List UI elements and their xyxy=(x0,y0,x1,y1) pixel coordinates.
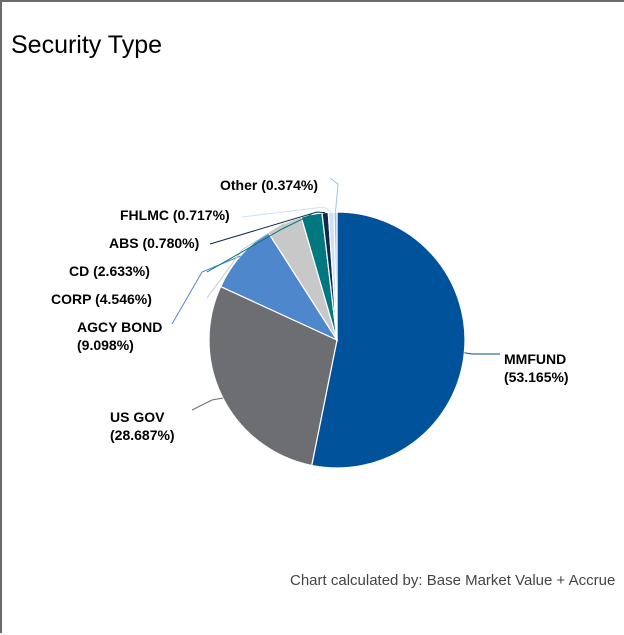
leader-line-corp xyxy=(206,222,285,299)
chart-title: Security Type xyxy=(11,31,163,59)
slice-label-cd: CD (2.633%) xyxy=(69,263,150,279)
slice-label-agcy-bond: AGCY BOND xyxy=(77,319,162,335)
pie-slice-mmfund xyxy=(311,211,466,469)
slice-label-abs: ABS (0.780%) xyxy=(109,235,199,251)
leader-line-abs xyxy=(209,211,326,245)
leader-line-cd xyxy=(206,214,312,273)
slice-label-mmfund: MMFUND xyxy=(504,351,566,367)
slice-label-corp: CORP (4.546%) xyxy=(51,291,152,307)
slice-labels: MMFUND (53.165%) US GOV (28.687%) AGCY BOND (… xyxy=(51,177,569,443)
slice-label-pct-us-gov: (28.687%) xyxy=(110,427,175,443)
leader-line-agcy-bond xyxy=(171,255,241,325)
pie-slice-other xyxy=(333,211,338,341)
leader-line-mmfund xyxy=(464,352,500,355)
leader-line-us-gov xyxy=(191,397,223,411)
leader-line-other xyxy=(329,177,339,213)
leader-lines xyxy=(171,177,500,411)
slice-label-fhlmc: FHLMC (0.717%) xyxy=(120,207,230,223)
slice-label-other: Other (0.374%) xyxy=(220,177,318,193)
slice-label-pct-agcy-bond: (9.098%) xyxy=(77,337,134,353)
pie-slice-us-gov xyxy=(208,285,338,467)
leader-line-fhlmc xyxy=(241,206,332,218)
chart-footnote: Chart calculated by: Base Market Value +… xyxy=(290,572,616,589)
slice-label-pct-mmfund: (53.165%) xyxy=(504,369,569,385)
slice-label-us-gov: US GOV xyxy=(110,409,165,425)
